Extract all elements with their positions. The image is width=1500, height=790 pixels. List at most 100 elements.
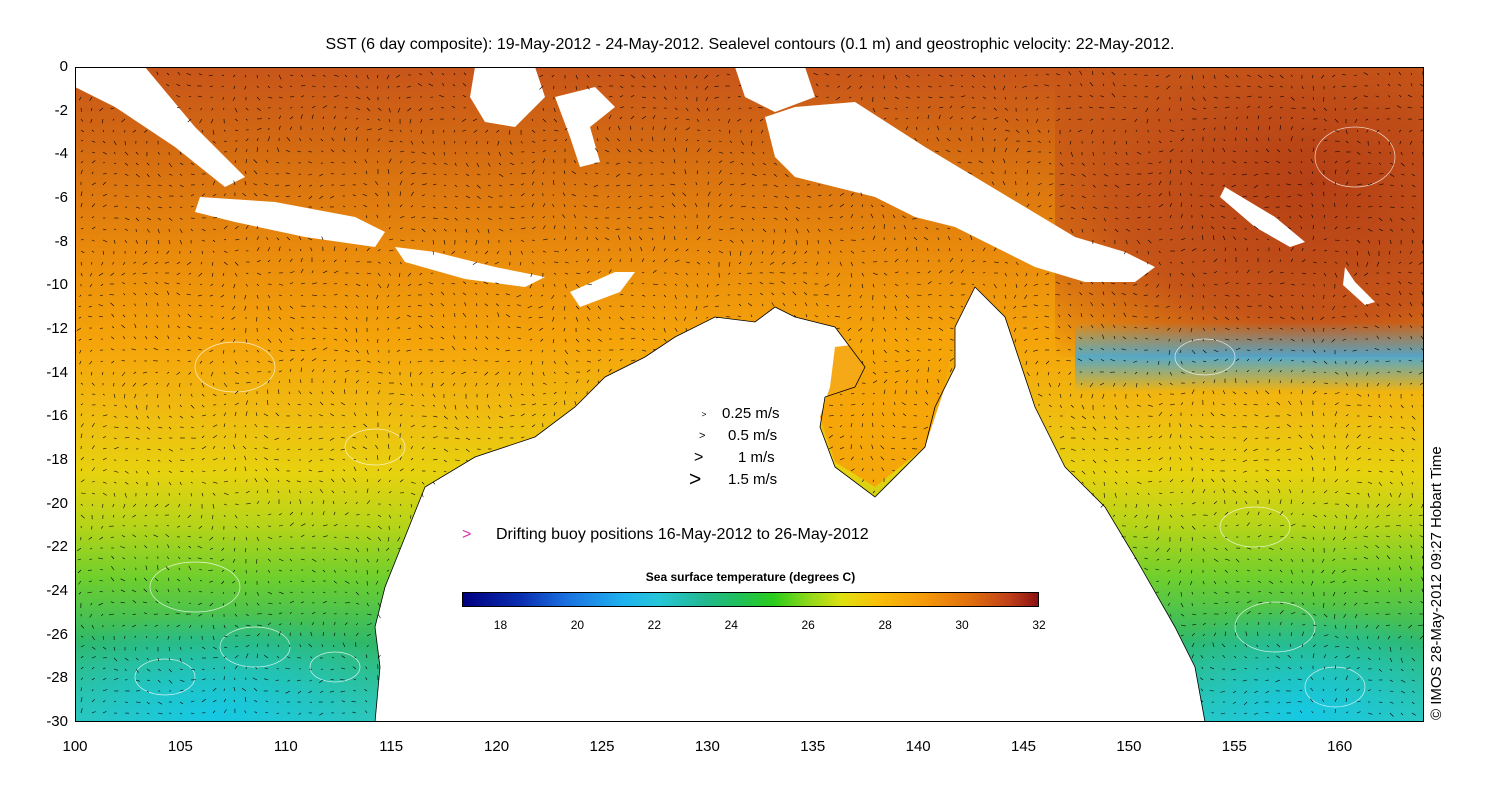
velocity-arrow [1398,514,1402,517]
velocity-arrow [399,129,402,133]
velocity-arrow [245,158,248,164]
velocity-arrow [1365,283,1369,285]
velocity-arrow [113,447,119,450]
velocity-arrow [971,249,974,252]
velocity-arrow [340,690,346,693]
velocity-arrow [102,181,107,186]
velocity-arrow [1213,258,1218,263]
velocity-arrow [905,294,910,299]
velocity-arrow [443,239,446,245]
velocity-arrow [1342,294,1347,298]
velocity-arrow [102,193,108,197]
velocity-arrow [1323,160,1325,164]
velocity-arrow [483,281,489,285]
velocity-arrow [308,643,313,648]
velocity-arrow [795,184,800,187]
velocity-arrow [630,348,634,351]
velocity-arrow [1037,192,1041,197]
velocity-arrow [1312,633,1316,637]
velocity-arrow [883,272,888,276]
velocity-arrow [1323,514,1327,518]
velocity-arrow [1353,96,1358,100]
velocity-arrow [421,436,425,439]
velocity-arrow [1399,94,1402,98]
velocity-arrow [190,228,193,232]
velocity-arrow [1222,390,1226,395]
velocity-arrow [1066,360,1072,362]
velocity-arrow [1323,666,1326,670]
velocity-arrow [209,602,214,607]
velocity-arrow [485,129,489,133]
velocity-arrow [1101,303,1105,307]
velocity-arrow [221,580,225,585]
velocity-arrow [208,74,214,77]
velocity-arrow [1312,624,1317,627]
velocity-arrow [111,313,115,318]
velocity-arrow [1378,701,1383,703]
velocity-arrow [1389,646,1392,652]
velocity-arrow [388,491,392,494]
velocity-arrow [762,228,767,233]
velocity-arrow [1254,414,1259,417]
velocity-arrow [1388,95,1391,98]
velocity-arrow [201,250,203,255]
velocity-arrow [1268,369,1273,373]
velocity-arrow [364,468,368,472]
velocity-arrow [300,282,305,285]
velocity-arrow [1257,85,1262,89]
velocity-arrow [407,314,412,318]
velocity-arrow [993,127,997,131]
velocity-arrow [847,85,852,90]
velocity-arrow [421,458,425,461]
velocity-arrow [542,129,546,132]
velocity-arrow [1334,202,1336,208]
velocity-arrow [839,261,842,267]
velocity-arrow [1190,327,1193,333]
velocity-arrow [1158,492,1163,494]
velocity-arrow [916,85,920,88]
velocity-arrow [124,393,126,399]
velocity-arrow [256,653,258,659]
velocity-arrow [595,237,599,241]
velocity-arrow [80,191,83,197]
velocity-arrow [727,96,731,99]
velocity-arrow [1354,602,1358,606]
velocity-arrow [575,272,581,275]
velocity-arrow [222,591,225,595]
velocity-arrow [333,547,338,551]
velocity-arrow [232,96,236,101]
velocity-arrow [1419,83,1424,87]
velocity-arrow [344,74,348,78]
velocity-arrow [1224,294,1230,297]
velocity-arrow [1255,150,1259,153]
velocity-arrow [520,140,523,144]
velocity-arrow [366,74,369,80]
velocity-arrow [1323,371,1327,373]
velocity-arrow [110,348,115,351]
velocity-arrow [311,294,317,296]
velocity-arrow [1422,426,1424,428]
velocity-arrow [1265,390,1270,395]
velocity-arrow [388,129,393,132]
velocity-arrow [256,96,261,101]
velocity-arrow [1312,261,1317,264]
velocity-arrow [916,316,920,319]
x-tick-label: 140 [905,738,931,755]
velocity-arrow [1422,250,1424,254]
velocity-arrow [322,259,325,263]
velocity-arrow [1334,635,1339,639]
velocity-arrow [267,489,269,494]
velocity-arrow [212,492,216,496]
velocity-arrow [154,624,159,627]
velocity-arrow [1048,425,1052,428]
velocity-arrow [640,246,643,252]
velocity-arrow [1312,380,1316,384]
velocity-arrow [267,580,270,584]
velocity-arrow [1191,547,1193,551]
velocity-arrow [1268,96,1272,98]
velocity-arrow [256,147,258,153]
velocity-arrow [1375,525,1380,528]
velocity-arrow [1333,85,1336,89]
velocity-arrow [223,514,226,518]
velocity-arrow [186,293,192,296]
